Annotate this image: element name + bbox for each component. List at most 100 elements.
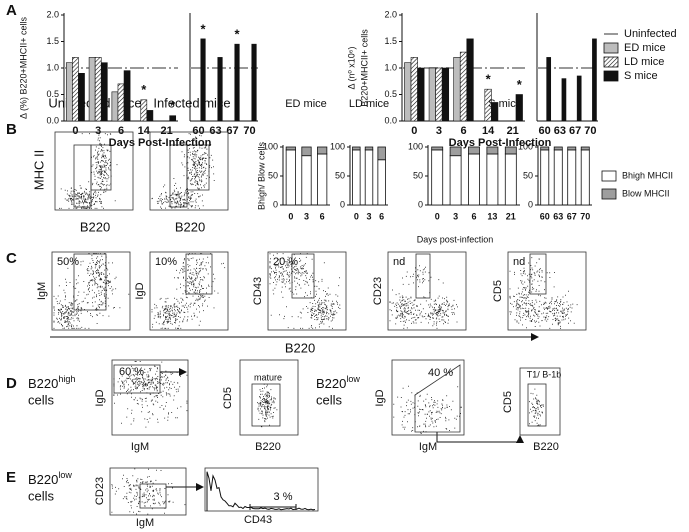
x-tick-label: 3 (366, 211, 371, 221)
bar (100, 62, 108, 122)
axis-label: B220 (175, 219, 205, 234)
bar-segment (449, 155, 462, 206)
bar-segment (567, 149, 577, 206)
axis-label: B220 (80, 219, 110, 234)
bar-segment (377, 146, 386, 161)
plot-frame (54, 131, 134, 211)
axis-label: IgD (374, 389, 386, 406)
gate-label: T1/ B-1b (527, 369, 562, 379)
population-label: cells (28, 392, 55, 407)
gate-label: mature (254, 372, 282, 382)
bar (72, 57, 79, 122)
axis-label: B220 (255, 441, 281, 453)
plot-frame (519, 367, 561, 436)
bar (200, 38, 206, 122)
panel-letter: C (6, 250, 17, 267)
dot-cloud (59, 133, 118, 209)
x-tick-label: 63 (553, 211, 563, 221)
axis-label: IgD (94, 389, 106, 406)
gate-label: 60 % (119, 366, 144, 378)
bar-segment (377, 159, 386, 206)
y-tick-label: 0.0 (46, 115, 59, 125)
bar-segment (285, 149, 296, 206)
plot-frame (507, 251, 587, 331)
x-tick-label: 70 (580, 211, 590, 221)
y-tick-label: 0 (418, 199, 423, 209)
y-tick-label: 2.0 (46, 9, 59, 19)
gate (529, 253, 547, 295)
bar-segment (540, 149, 550, 206)
bar-segment (468, 153, 480, 206)
x-tick-label: 6 (471, 211, 476, 221)
significance-mark: * (235, 27, 241, 42)
axis-label: IgM (136, 517, 154, 529)
y-axis-label: B220+MHCII+ cells (359, 29, 369, 107)
population-label: cells (28, 488, 55, 503)
gate-label: 10% (155, 256, 177, 268)
bar-segment (486, 153, 499, 206)
y-tick-label: 50 (268, 170, 278, 180)
gate (414, 364, 461, 433)
plot-frame (111, 359, 189, 436)
dot-cloud (53, 253, 130, 329)
legend-label: Uninfected (624, 28, 677, 40)
axis-label: CD5 (492, 280, 504, 302)
y-tick-label: 50 (335, 170, 345, 180)
plot-frame (239, 359, 299, 436)
panel-letter: D (6, 375, 17, 392)
gate (291, 253, 315, 299)
bar-segment (580, 149, 590, 206)
panel-letter: A (6, 2, 17, 19)
y-axis-label: Bhigh/ Blow cells (256, 141, 266, 210)
x-tick-label: 0 (435, 211, 440, 221)
bar (117, 83, 125, 122)
x-tick-label: 0 (411, 125, 417, 137)
x-tick-label: 21 (506, 211, 516, 221)
bar (88, 57, 96, 122)
y-tick-label: 0.5 (46, 89, 59, 99)
legend-label: Bhigh MHCII (622, 170, 673, 180)
x-tick-label: 6 (118, 125, 124, 137)
plot-frame (267, 251, 347, 331)
x-tick-label: 0 (72, 125, 78, 137)
chart-title: ED mice (285, 98, 327, 110)
bar (140, 99, 148, 122)
panel-letter: B (6, 121, 17, 138)
gate-label: nd (513, 256, 525, 268)
bar (410, 57, 418, 122)
bar (515, 94, 523, 122)
arrow (436, 432, 524, 443)
bar-segment (540, 146, 550, 151)
bar-segment (580, 146, 590, 151)
dot-cloud (111, 468, 186, 515)
sup: low (58, 470, 72, 480)
bar-segment (431, 149, 444, 206)
x-axis-label: Days Post-Infection (449, 137, 552, 149)
bar-segment (486, 146, 499, 155)
axis-label: B220 (533, 441, 559, 453)
x-tick-label: 70 (243, 125, 255, 137)
plot-frame (204, 467, 319, 512)
bar-segment (468, 146, 480, 155)
dot-cloud (151, 253, 226, 329)
bar-segment (301, 146, 312, 157)
y-tick-label: 0.5 (384, 89, 397, 99)
bar-segment (553, 149, 563, 206)
x-tick-label: 67 (226, 125, 238, 137)
dot-cloud (529, 388, 544, 427)
y-tick-label: 0 (528, 199, 533, 209)
bar (169, 115, 177, 122)
plot-frame (391, 359, 465, 436)
y-axis-label: Δ (%) B220+MHCII+ cells (18, 16, 28, 119)
x-tick-label: 63 (209, 125, 221, 137)
bar (111, 91, 119, 122)
bar (123, 70, 131, 122)
legend-swatch (601, 170, 617, 182)
x-tick-label: 13 (487, 211, 497, 221)
panel-letter: E (6, 469, 16, 486)
x-tick-label: 60 (539, 125, 551, 137)
bar-segment (352, 149, 361, 206)
dot-cloud (257, 383, 278, 428)
bar-segment (504, 146, 517, 155)
